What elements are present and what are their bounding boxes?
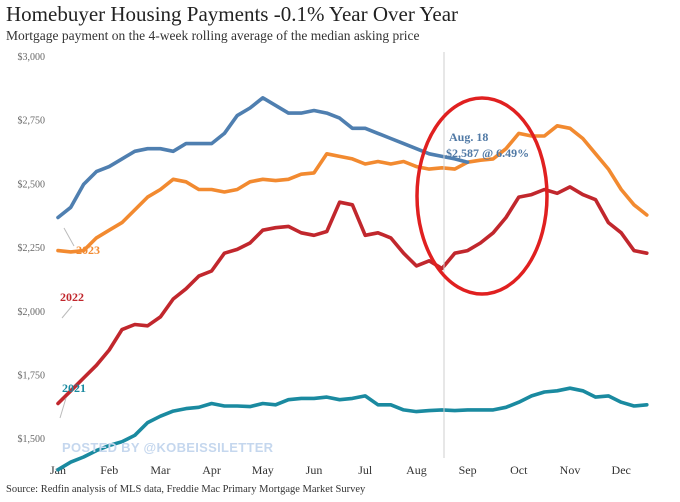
- x-tick-label: Dec: [612, 463, 631, 477]
- annotation-date: Aug. 18: [449, 130, 488, 144]
- x-tick-label: Feb: [100, 463, 118, 477]
- y-tick-label: $2,750: [18, 116, 46, 127]
- source-note: Source: Redfin analysis of MLS data, Fre…: [6, 484, 366, 495]
- series-line-2022: [56, 185, 649, 406]
- y-tick-label: $3,000: [18, 52, 46, 63]
- series-label-2021: 2021: [62, 381, 86, 395]
- y-tick-label: $1,750: [18, 370, 46, 381]
- y-tick-label: $2,000: [18, 307, 46, 318]
- x-tick-label: Aug: [406, 463, 427, 477]
- series-labels: 2021 2022 2023: [59, 227, 100, 419]
- x-tick-label: Sep: [459, 463, 477, 477]
- x-tick-label: Apr: [202, 463, 221, 477]
- x-tick-label: Jun: [306, 463, 323, 477]
- axes: $1,500 $1,750 $2,000 $2,250 $2,500 $2,750 $3,0…: [18, 52, 631, 477]
- x-tick-label: May: [252, 463, 274, 477]
- series-label-leader: [59, 397, 67, 419]
- series-label-2022: 2022: [60, 290, 84, 304]
- chart-title: Homebuyer Housing Payments -0.1% Year Ov…: [6, 2, 459, 26]
- annotation-value: $2,587 @ 6.49%: [446, 146, 529, 160]
- y-tick-label: $2,500: [18, 179, 46, 190]
- series-line-2023: [56, 124, 649, 254]
- x-tick-label: Oct: [510, 463, 528, 477]
- series-label-leader: [63, 227, 75, 247]
- y-tick-label: $1,500: [18, 434, 46, 445]
- watermark: POSTED BY @KOBEISSILETTER: [62, 440, 274, 455]
- x-tick-label: Mar: [150, 463, 170, 477]
- series-line-current: [56, 96, 470, 220]
- x-tick-label: Nov: [560, 463, 581, 477]
- chart-subtitle: Mortgage payment on the 4-week rolling a…: [6, 28, 420, 43]
- series-line-2021: [56, 386, 649, 472]
- x-tick-label: Jul: [358, 463, 373, 477]
- y-tick-label: $2,250: [18, 243, 46, 254]
- series-label-leader: [61, 305, 73, 319]
- highlight-circle: [415, 96, 549, 296]
- series-lines: [56, 96, 649, 472]
- series-label-2023: 2023: [76, 243, 100, 257]
